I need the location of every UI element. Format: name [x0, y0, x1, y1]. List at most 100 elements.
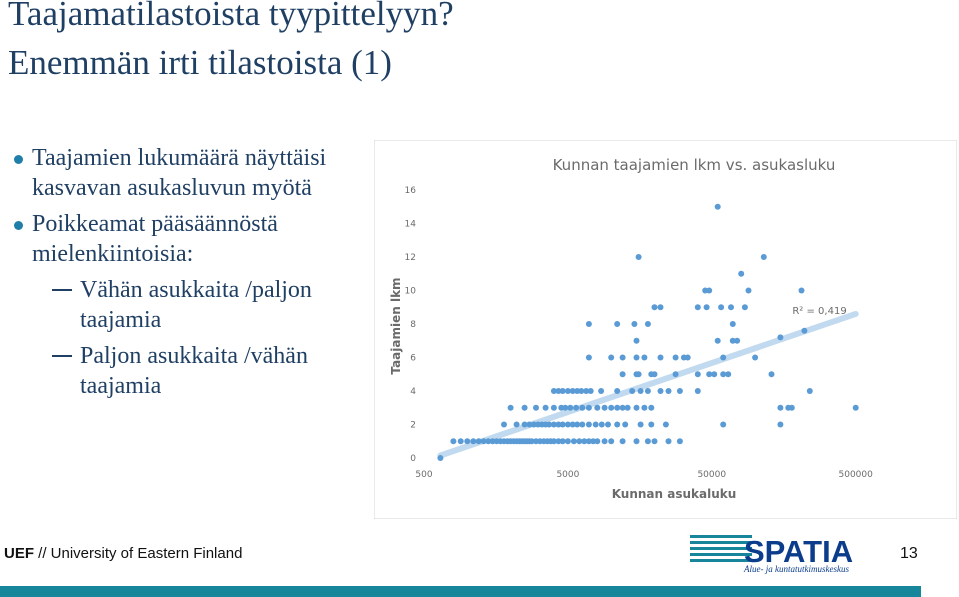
y-tick-label: 0 — [410, 454, 416, 464]
data-point — [530, 421, 537, 428]
data-point — [598, 421, 605, 428]
data-point — [641, 354, 648, 361]
data-point — [475, 438, 482, 445]
data-point — [672, 354, 679, 361]
data-point — [457, 438, 464, 445]
data-point — [559, 388, 566, 394]
data-point — [555, 421, 562, 428]
y-tick-labels: 0 2 4 6 8 10 12 14 16 — [405, 186, 417, 464]
data-point — [798, 287, 805, 294]
data-point — [635, 371, 642, 378]
data-point — [651, 304, 658, 311]
logo-stripes — [690, 535, 752, 562]
data-point — [578, 388, 585, 394]
sub-bullet-item: Paljon asukkaita /vähän taajamia — [8, 341, 368, 401]
data-point — [738, 270, 745, 277]
data-point — [734, 337, 741, 344]
bullet-item: Taajamien lukumäärä näyttäisi kasvavan a… — [8, 143, 368, 203]
data-point — [718, 304, 725, 311]
sub-bullet-item: Vähän asukkaita /paljon taajamia — [8, 275, 368, 335]
data-point — [694, 304, 701, 311]
data-point — [521, 404, 528, 411]
data-point — [526, 421, 533, 428]
data-point — [542, 404, 549, 411]
y-tick-label: 6 — [410, 354, 416, 364]
data-point — [464, 438, 471, 445]
data-point — [651, 438, 658, 445]
footer-university-name: // University of Eastern Finland — [34, 545, 243, 562]
slide-title-line1: Taajamatilastoista tyypittelyyn? — [8, 0, 454, 33]
data-point — [728, 304, 734, 311]
data-point — [594, 438, 601, 445]
data-point — [662, 421, 669, 428]
trendline — [437, 310, 859, 459]
data-point — [569, 388, 576, 394]
data-point — [644, 321, 651, 327]
data-point — [806, 388, 813, 394]
data-point — [614, 421, 621, 428]
data-point — [559, 421, 566, 428]
data-point — [550, 404, 557, 411]
data-point — [614, 388, 621, 394]
data-point — [622, 421, 629, 428]
data-point — [788, 404, 795, 411]
x-axis-label: Kunnan asukaluku — [612, 487, 737, 501]
logo-wordmark: SPATIA — [744, 534, 853, 569]
logo-subtitle: Alue- ja kuntatutkimuskeskus — [743, 564, 849, 574]
data-point — [801, 327, 808, 334]
data-point — [581, 438, 588, 445]
data-point — [562, 404, 569, 411]
data-point — [648, 404, 655, 411]
data-point — [579, 404, 586, 411]
data-point — [608, 438, 615, 445]
data-point — [703, 304, 710, 311]
data-point — [745, 287, 752, 294]
footer-bar — [0, 586, 921, 597]
y-tick-label: 4 — [410, 387, 416, 397]
data-point — [594, 404, 601, 411]
data-point — [619, 404, 626, 411]
data-point — [720, 354, 727, 361]
data-point — [852, 404, 859, 411]
data-point — [657, 304, 664, 311]
data-point — [760, 254, 767, 260]
y-tick-label: 8 — [410, 320, 416, 330]
data-point — [605, 421, 611, 428]
data-point — [684, 354, 691, 361]
data-point — [550, 438, 557, 445]
data-point — [657, 388, 664, 394]
data-point — [608, 354, 615, 361]
data-point — [752, 354, 759, 361]
data-point — [564, 388, 571, 394]
data-point — [485, 438, 492, 445]
chart-frame — [374, 140, 957, 519]
data-point — [614, 321, 621, 327]
data-point — [641, 404, 648, 411]
data-point — [598, 388, 605, 394]
data-point — [633, 337, 640, 344]
data-point — [665, 438, 672, 445]
data-point — [644, 438, 651, 445]
x-tick-label: 5000 — [556, 470, 579, 480]
data-point — [777, 334, 784, 341]
data-point — [633, 354, 640, 361]
data-point — [624, 404, 631, 411]
data-point — [706, 371, 713, 378]
data-point — [555, 438, 562, 445]
data-point — [635, 254, 642, 260]
footer-uef: UEF — [4, 545, 34, 562]
data-point — [637, 421, 644, 428]
data-point — [729, 321, 736, 327]
x-tick-labels: 500 5000 50000 500000 — [415, 470, 873, 480]
y-tick-label: 16 — [405, 186, 417, 196]
scatter-chart: Kunnan taajamien lkm vs. asukasluku Taaj… — [374, 140, 957, 519]
page-number: 13 — [900, 545, 918, 562]
data-point — [725, 371, 732, 378]
data-point — [450, 438, 457, 445]
y-tick-label: 2 — [410, 421, 416, 431]
data-point — [574, 388, 581, 394]
spatia-logo: SPATIA Alue- ja kuntatutkimuskeskus — [690, 534, 853, 574]
y-axis-label: Taajamien lkm — [389, 277, 403, 374]
data-point — [608, 404, 615, 411]
data-point — [559, 438, 566, 445]
